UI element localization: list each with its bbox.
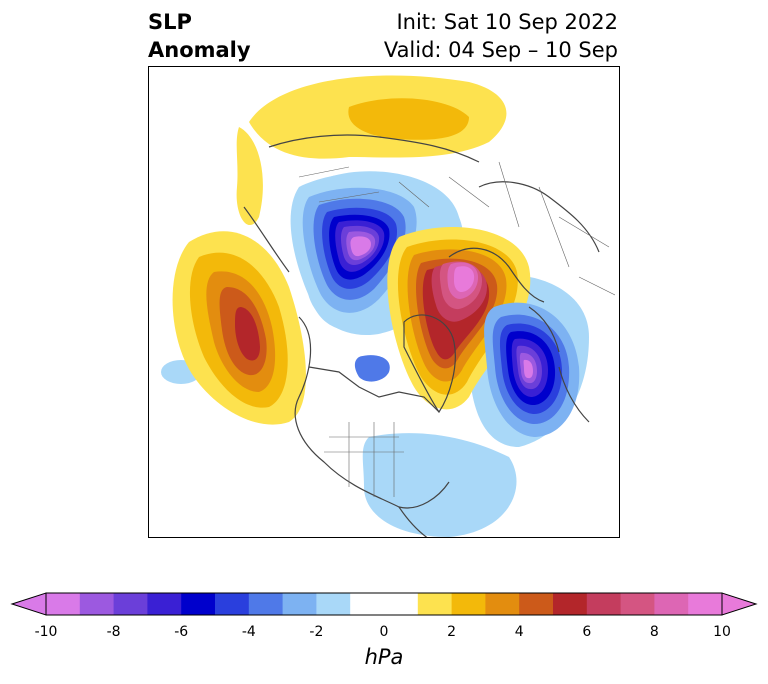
colorbar-tick-label: -2 <box>309 624 324 640</box>
colorbar-tick-label: 2 <box>447 624 457 640</box>
colorbar-bin <box>417 593 453 615</box>
colorbar-bin <box>586 593 622 615</box>
colorbar-bin <box>451 593 486 615</box>
siberia-positive-anomaly <box>236 75 507 226</box>
colorbar-max-extend <box>721 592 758 616</box>
greenland-high-anomaly <box>387 227 531 410</box>
colorbar-bin <box>79 593 115 615</box>
european-low-anomaly <box>484 302 580 437</box>
colorbar-unit: hPa <box>364 645 404 669</box>
edge-gap-left <box>149 285 155 321</box>
colorbar-bin <box>519 593 554 615</box>
colorbar-bin <box>181 593 216 615</box>
colorbar-tick-label: -8 <box>106 624 121 640</box>
colorbar-tick-label: -6 <box>174 624 189 640</box>
valid-range: Valid: 04 Sep – 10 Sep <box>383 38 618 62</box>
colorbar-bin <box>147 593 182 615</box>
colorbar-tick-label: -4 <box>241 624 256 640</box>
colorbar-bin <box>316 593 351 615</box>
colorbar-tick-label: -10 <box>34 624 58 640</box>
colorbar-tick-label: 4 <box>514 624 524 640</box>
colorbar-bin <box>620 593 655 615</box>
pacific-high-anomaly <box>172 231 306 425</box>
country-borders <box>298 161 619 497</box>
colorbar-bin <box>350 593 385 615</box>
colorbar-bin <box>553 593 588 615</box>
colorbar-bin <box>282 593 317 615</box>
slp-anomaly-map <box>148 66 620 538</box>
colorbar-tick-label: 0 <box>379 624 389 640</box>
colorbar-bin <box>485 593 520 615</box>
colorbar-tick-label: 10 <box>713 624 731 640</box>
title-variable: SLP <box>148 10 192 34</box>
colorbar-bin <box>688 593 723 615</box>
colorbar-bin <box>384 593 419 615</box>
edge-gap-right <box>615 285 619 321</box>
map-title: SLP Anomaly <box>148 8 251 64</box>
colorbar <box>10 592 758 616</box>
colorbar-tick-label: 8 <box>649 624 659 640</box>
map-dates: Init: Sat 10 Sep 2022 Valid: 04 Sep – 10… <box>384 8 618 64</box>
colorbar-tick-label: 6 <box>582 624 592 640</box>
title-anomaly: Anomaly <box>148 38 251 62</box>
init-date: Init: Sat 10 Sep 2022 <box>396 10 618 34</box>
colorbar-outline <box>45 592 723 616</box>
colorbar-bin <box>113 593 148 615</box>
colorbar-min-extend <box>10 592 47 616</box>
colorbar-bin <box>654 593 689 615</box>
colorbar-bin <box>215 593 250 615</box>
colorbar-bin <box>46 593 81 615</box>
coastlines <box>243 134 600 537</box>
map-canvas <box>149 67 619 537</box>
colorbar-bin <box>248 593 284 615</box>
